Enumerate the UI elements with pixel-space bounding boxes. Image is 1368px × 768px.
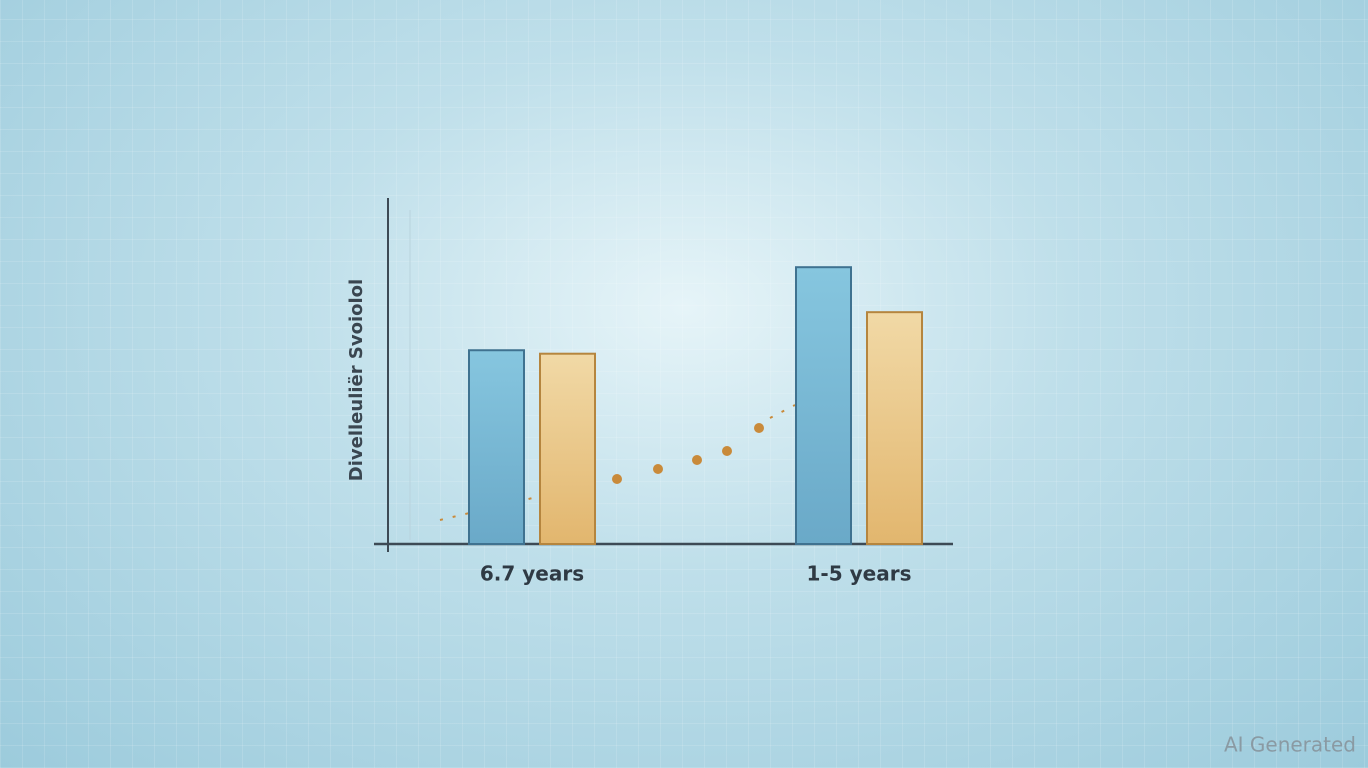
x-tick-label: 1-5 years: [807, 562, 912, 586]
bar: [866, 311, 923, 545]
bar: [468, 349, 525, 545]
dot: [722, 446, 732, 456]
trend-dots: [439, 404, 796, 521]
watermark: AI Generated: [1224, 733, 1356, 757]
bar: [795, 266, 852, 545]
bar: [539, 352, 596, 546]
dot: [754, 423, 764, 433]
dot: [653, 464, 663, 474]
dotted-trend: [439, 404, 796, 521]
x-tick-label: 6.7 years: [480, 562, 584, 586]
dot: [612, 474, 622, 484]
dot: [692, 455, 702, 465]
y-axis-label: Divelleuliër Svoiolol: [346, 279, 367, 481]
